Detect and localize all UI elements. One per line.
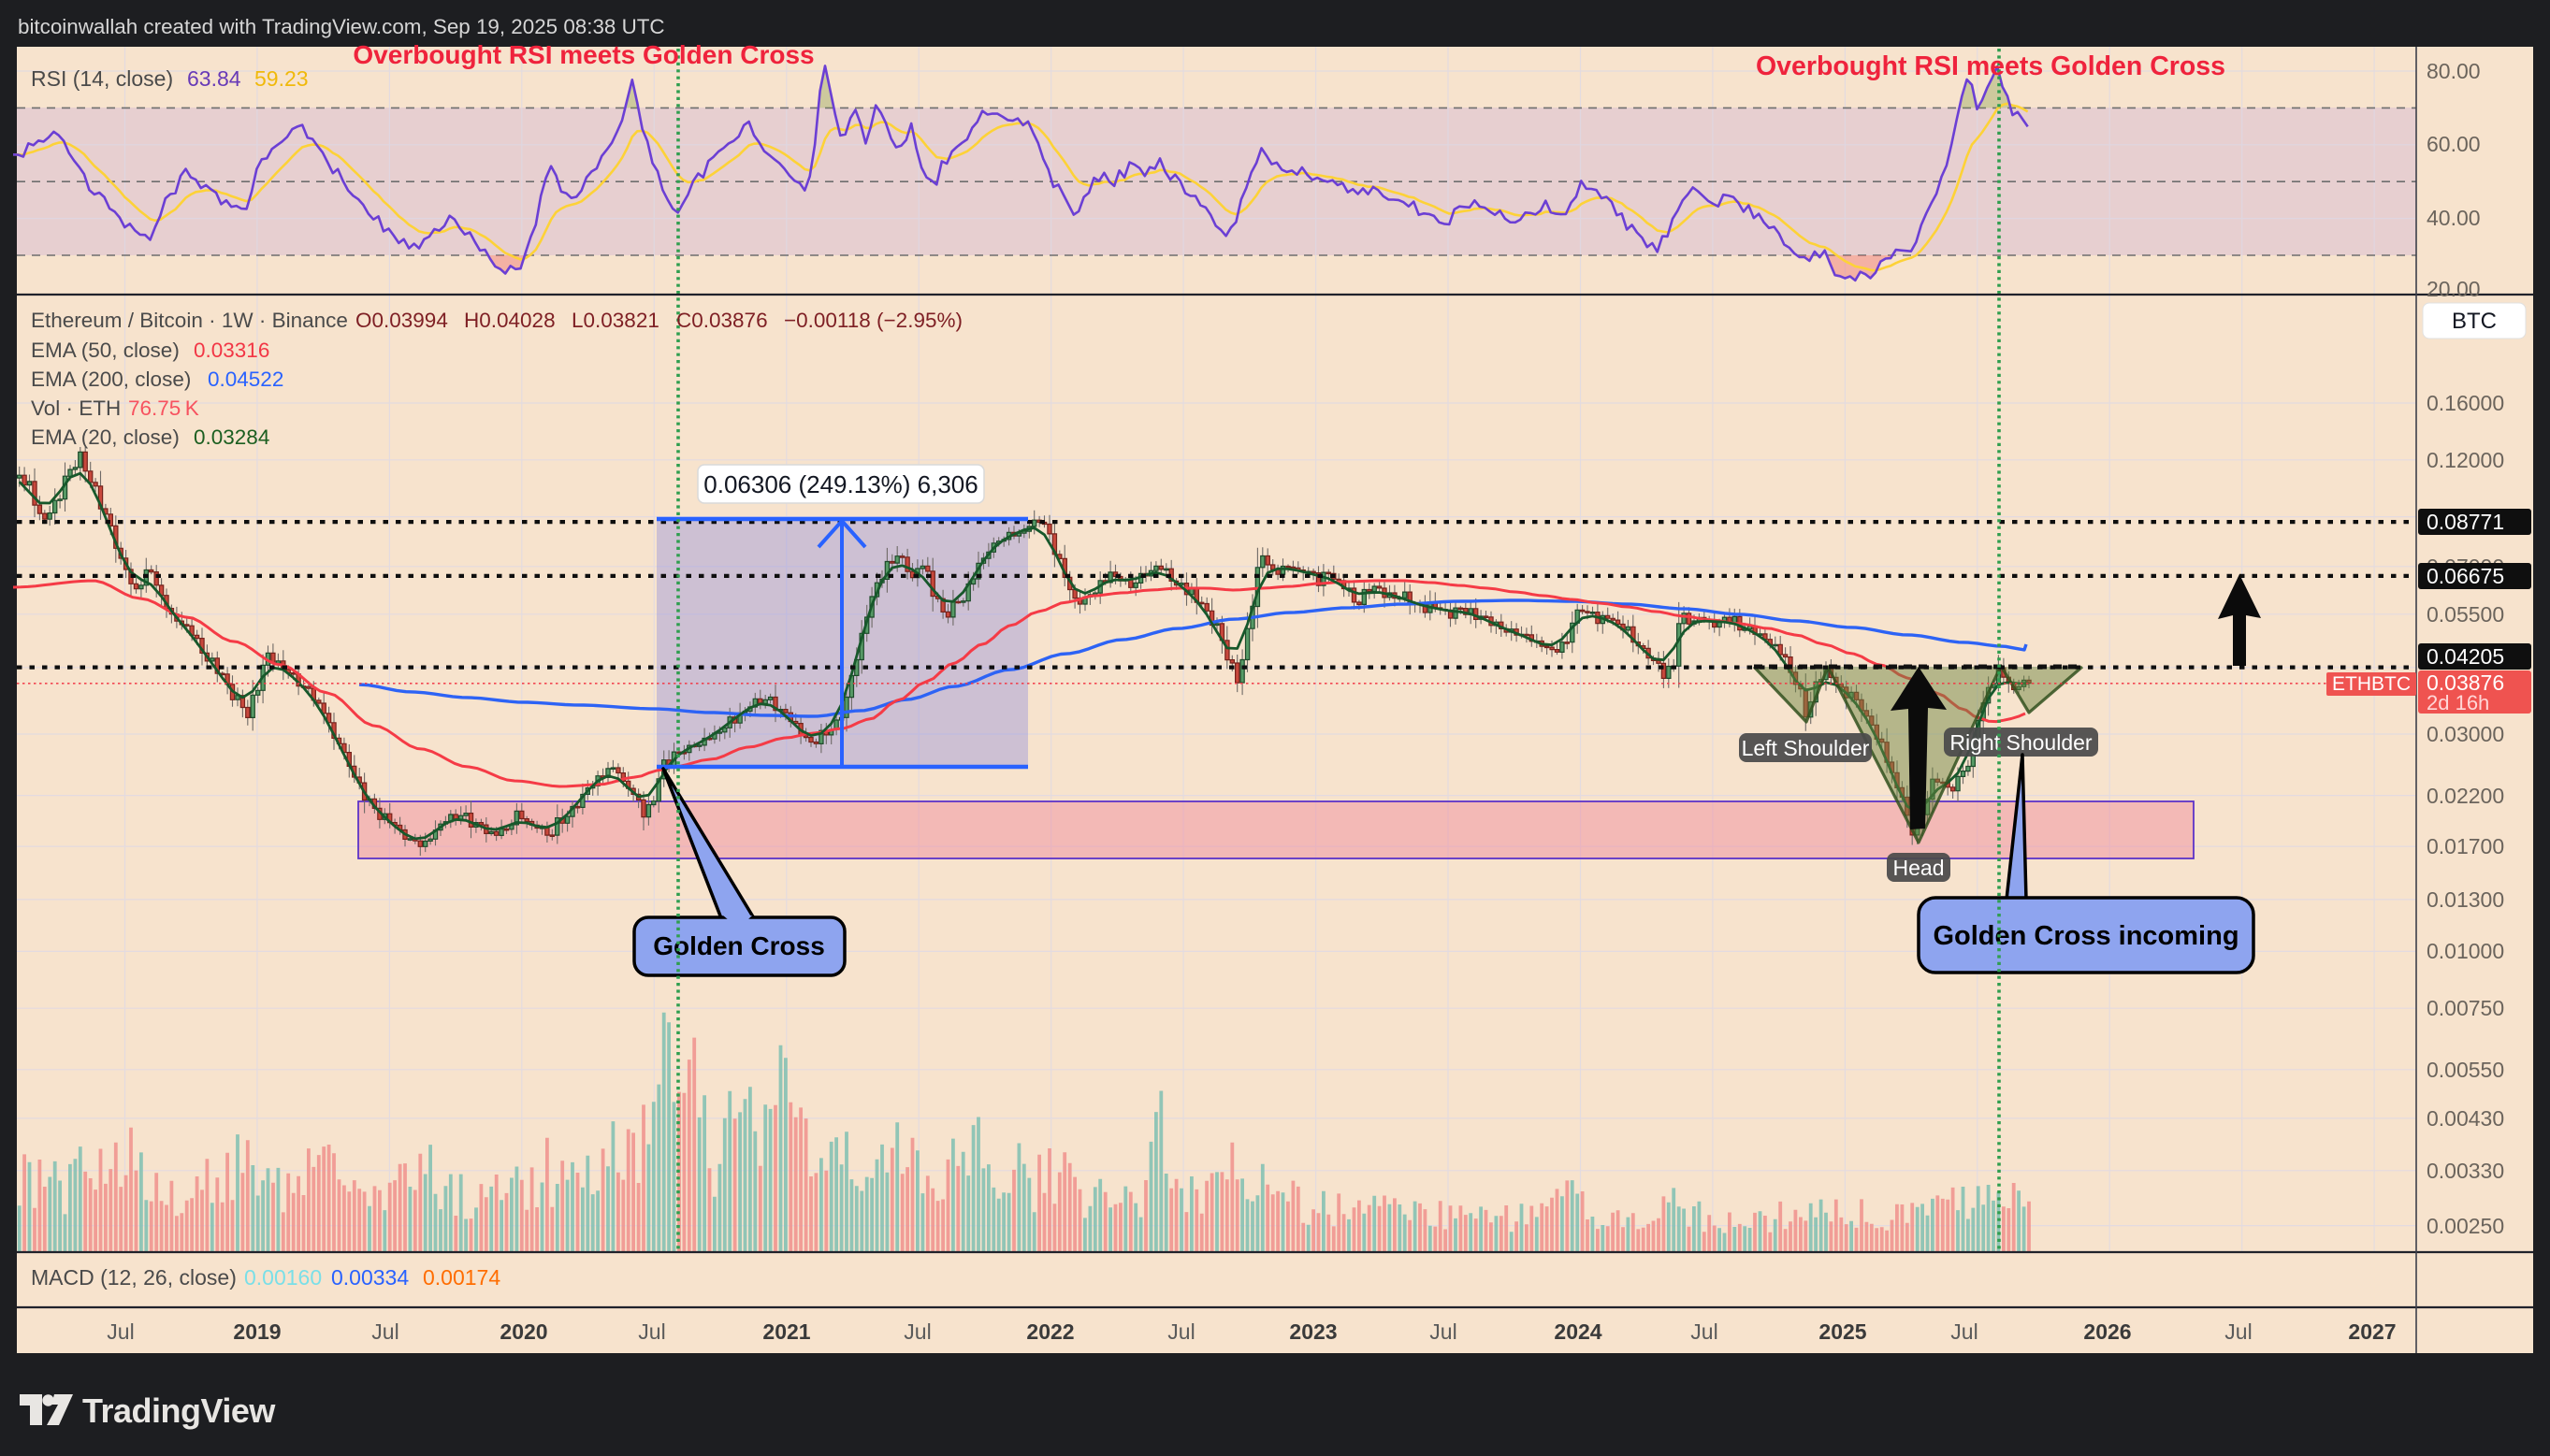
svg-text:0.00750: 0.00750 bbox=[2427, 996, 2504, 1020]
svg-text:0.03316: 0.03316 bbox=[194, 339, 269, 362]
svg-text:0.00550: 0.00550 bbox=[2427, 1058, 2504, 1082]
svg-text:Jul: Jul bbox=[1950, 1319, 1978, 1344]
svg-text:76.75 K: 76.75 K bbox=[128, 396, 199, 420]
svg-text:MACD (12, 26, close): MACD (12, 26, close) bbox=[31, 1265, 237, 1290]
svg-text:0.08771: 0.08771 bbox=[2427, 510, 2504, 534]
svg-text:H0.04028: H0.04028 bbox=[464, 309, 556, 332]
svg-text:80.00: 80.00 bbox=[2427, 59, 2481, 83]
svg-text:0.01300: 0.01300 bbox=[2427, 887, 2504, 912]
svg-text:2026: 2026 bbox=[2083, 1319, 2131, 1344]
svg-text:63.84: 63.84 bbox=[187, 66, 241, 91]
svg-text:Jul: Jul bbox=[1429, 1319, 1456, 1344]
svg-text:Jul: Jul bbox=[2224, 1319, 2252, 1344]
svg-text:ETHBTC: ETHBTC bbox=[2332, 673, 2411, 695]
svg-text:20.00: 20.00 bbox=[2427, 277, 2481, 301]
svg-text:L0.03821: L0.03821 bbox=[572, 309, 659, 332]
svg-text:2022: 2022 bbox=[1026, 1319, 1074, 1344]
svg-text:0.00334: 0.00334 bbox=[331, 1265, 409, 1290]
svg-text:2025: 2025 bbox=[1818, 1319, 1866, 1344]
svg-text:TradingView: TradingView bbox=[82, 1391, 276, 1430]
svg-text:2027: 2027 bbox=[2348, 1319, 2396, 1344]
svg-text:O0.03994: O0.03994 bbox=[355, 309, 448, 332]
svg-text:0.01700: 0.01700 bbox=[2427, 834, 2504, 858]
svg-text:2024: 2024 bbox=[1554, 1319, 1601, 1344]
svg-text:59.23: 59.23 bbox=[254, 66, 309, 91]
svg-text:0.02200: 0.02200 bbox=[2427, 784, 2504, 808]
svg-text:−0.00118 (−2.95%): −0.00118 (−2.95%) bbox=[784, 309, 963, 332]
svg-text:Left Shoulder: Left Shoulder bbox=[1742, 736, 1870, 760]
svg-text:Right Shoulder: Right Shoulder bbox=[1949, 730, 2092, 755]
svg-text:2023: 2023 bbox=[1289, 1319, 1337, 1344]
svg-text:0.00160: 0.00160 bbox=[244, 1265, 322, 1290]
svg-text:0.05500: 0.05500 bbox=[2427, 602, 2504, 627]
svg-text:Vol · ETH: Vol · ETH bbox=[31, 396, 121, 420]
svg-text:Golden Cross incoming: Golden Cross incoming bbox=[1933, 921, 2238, 951]
svg-text:Jul: Jul bbox=[904, 1319, 931, 1344]
svg-text:0.16000: 0.16000 bbox=[2427, 391, 2504, 415]
svg-text:Golden Cross: Golden Cross bbox=[653, 931, 825, 960]
svg-text:EMA (200, close): EMA (200, close) bbox=[31, 368, 191, 391]
svg-text:EMA (20, close): EMA (20, close) bbox=[31, 425, 180, 449]
svg-text:C0.03876: C0.03876 bbox=[676, 309, 768, 332]
svg-text:0.01000: 0.01000 bbox=[2427, 939, 2504, 963]
svg-text:Jul: Jul bbox=[1690, 1319, 1717, 1344]
svg-text:60.00: 60.00 bbox=[2427, 132, 2481, 156]
svg-text:0.04522: 0.04522 bbox=[208, 368, 283, 391]
svg-text:0.03284: 0.03284 bbox=[194, 425, 269, 449]
svg-text:Jul: Jul bbox=[638, 1319, 665, 1344]
svg-text:BTC: BTC bbox=[2452, 309, 2497, 334]
svg-text:0.00174: 0.00174 bbox=[423, 1265, 500, 1290]
svg-text:0.00330: 0.00330 bbox=[2427, 1159, 2504, 1183]
svg-text:0.00430: 0.00430 bbox=[2427, 1106, 2504, 1131]
svg-text:bitcoinwallah created with Tra: bitcoinwallah created with TradingView.c… bbox=[18, 15, 665, 38]
svg-text:Jul: Jul bbox=[107, 1319, 134, 1344]
svg-text:2d 16h: 2d 16h bbox=[2427, 691, 2489, 714]
svg-text:RSI (14, close): RSI (14, close) bbox=[31, 66, 173, 91]
svg-text:0.04205: 0.04205 bbox=[2427, 644, 2504, 669]
svg-text:2021: 2021 bbox=[762, 1319, 810, 1344]
svg-text:Ethereum / Bitcoin · 1W · Bina: Ethereum / Bitcoin · 1W · Binance bbox=[31, 309, 348, 332]
svg-text:Overbought RSI meets Golden Cr: Overbought RSI meets Golden Cross bbox=[1756, 51, 2225, 81]
svg-text:40.00: 40.00 bbox=[2427, 206, 2481, 230]
svg-text:0.03876: 0.03876 bbox=[2427, 670, 2504, 695]
svg-text:0.12000: 0.12000 bbox=[2427, 448, 2504, 472]
svg-text:0.03000: 0.03000 bbox=[2427, 722, 2504, 746]
svg-text:Overbought RSI meets Golden Cr: Overbought RSI meets Golden Cross bbox=[353, 40, 814, 69]
svg-text:0.06306 (249.13%) 6,306: 0.06306 (249.13%) 6,306 bbox=[703, 470, 978, 498]
svg-text:Jul: Jul bbox=[371, 1319, 398, 1344]
svg-text:0.00250: 0.00250 bbox=[2427, 1214, 2504, 1238]
svg-text:Head: Head bbox=[1893, 856, 1945, 880]
svg-text:2020: 2020 bbox=[500, 1319, 547, 1344]
svg-text:EMA (50, close): EMA (50, close) bbox=[31, 339, 180, 362]
svg-text:2019: 2019 bbox=[233, 1319, 281, 1344]
svg-text:Jul: Jul bbox=[1167, 1319, 1195, 1344]
svg-text:0.06675: 0.06675 bbox=[2427, 564, 2504, 588]
